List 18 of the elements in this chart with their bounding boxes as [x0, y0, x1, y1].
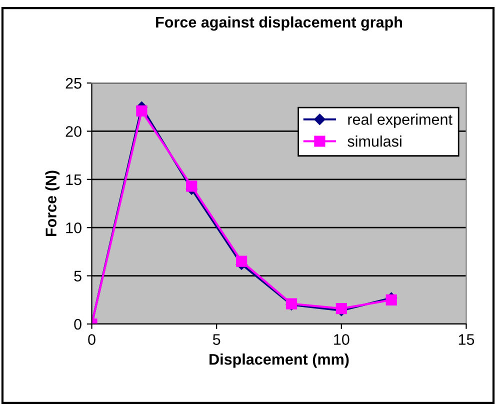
legend-label: simulasi [348, 136, 402, 147]
legend-label: real experiment [348, 114, 452, 128]
x-tick-label: 0 [88, 334, 96, 345]
y-tick-label: 20 [66, 126, 82, 137]
chart-title: Force against displacement graph [156, 16, 402, 31]
point [236, 256, 248, 267]
y-tick-label: 0 [74, 318, 82, 330]
y-tick-label: 5 [74, 270, 82, 282]
x-axis-title: Displacement (mm) [210, 354, 349, 368]
y-axis-title: Force (N) [45, 170, 60, 236]
y-tick-label: 25 [66, 78, 82, 89]
point [186, 180, 198, 192]
y-tick-label: 10 [66, 222, 82, 234]
y-tick-label: 15 [66, 174, 82, 186]
x-tick-label: 15 [458, 334, 474, 345]
x-tick-label: 5 [212, 334, 220, 345]
point [136, 105, 148, 117]
x-tick-label: 10 [334, 334, 350, 345]
